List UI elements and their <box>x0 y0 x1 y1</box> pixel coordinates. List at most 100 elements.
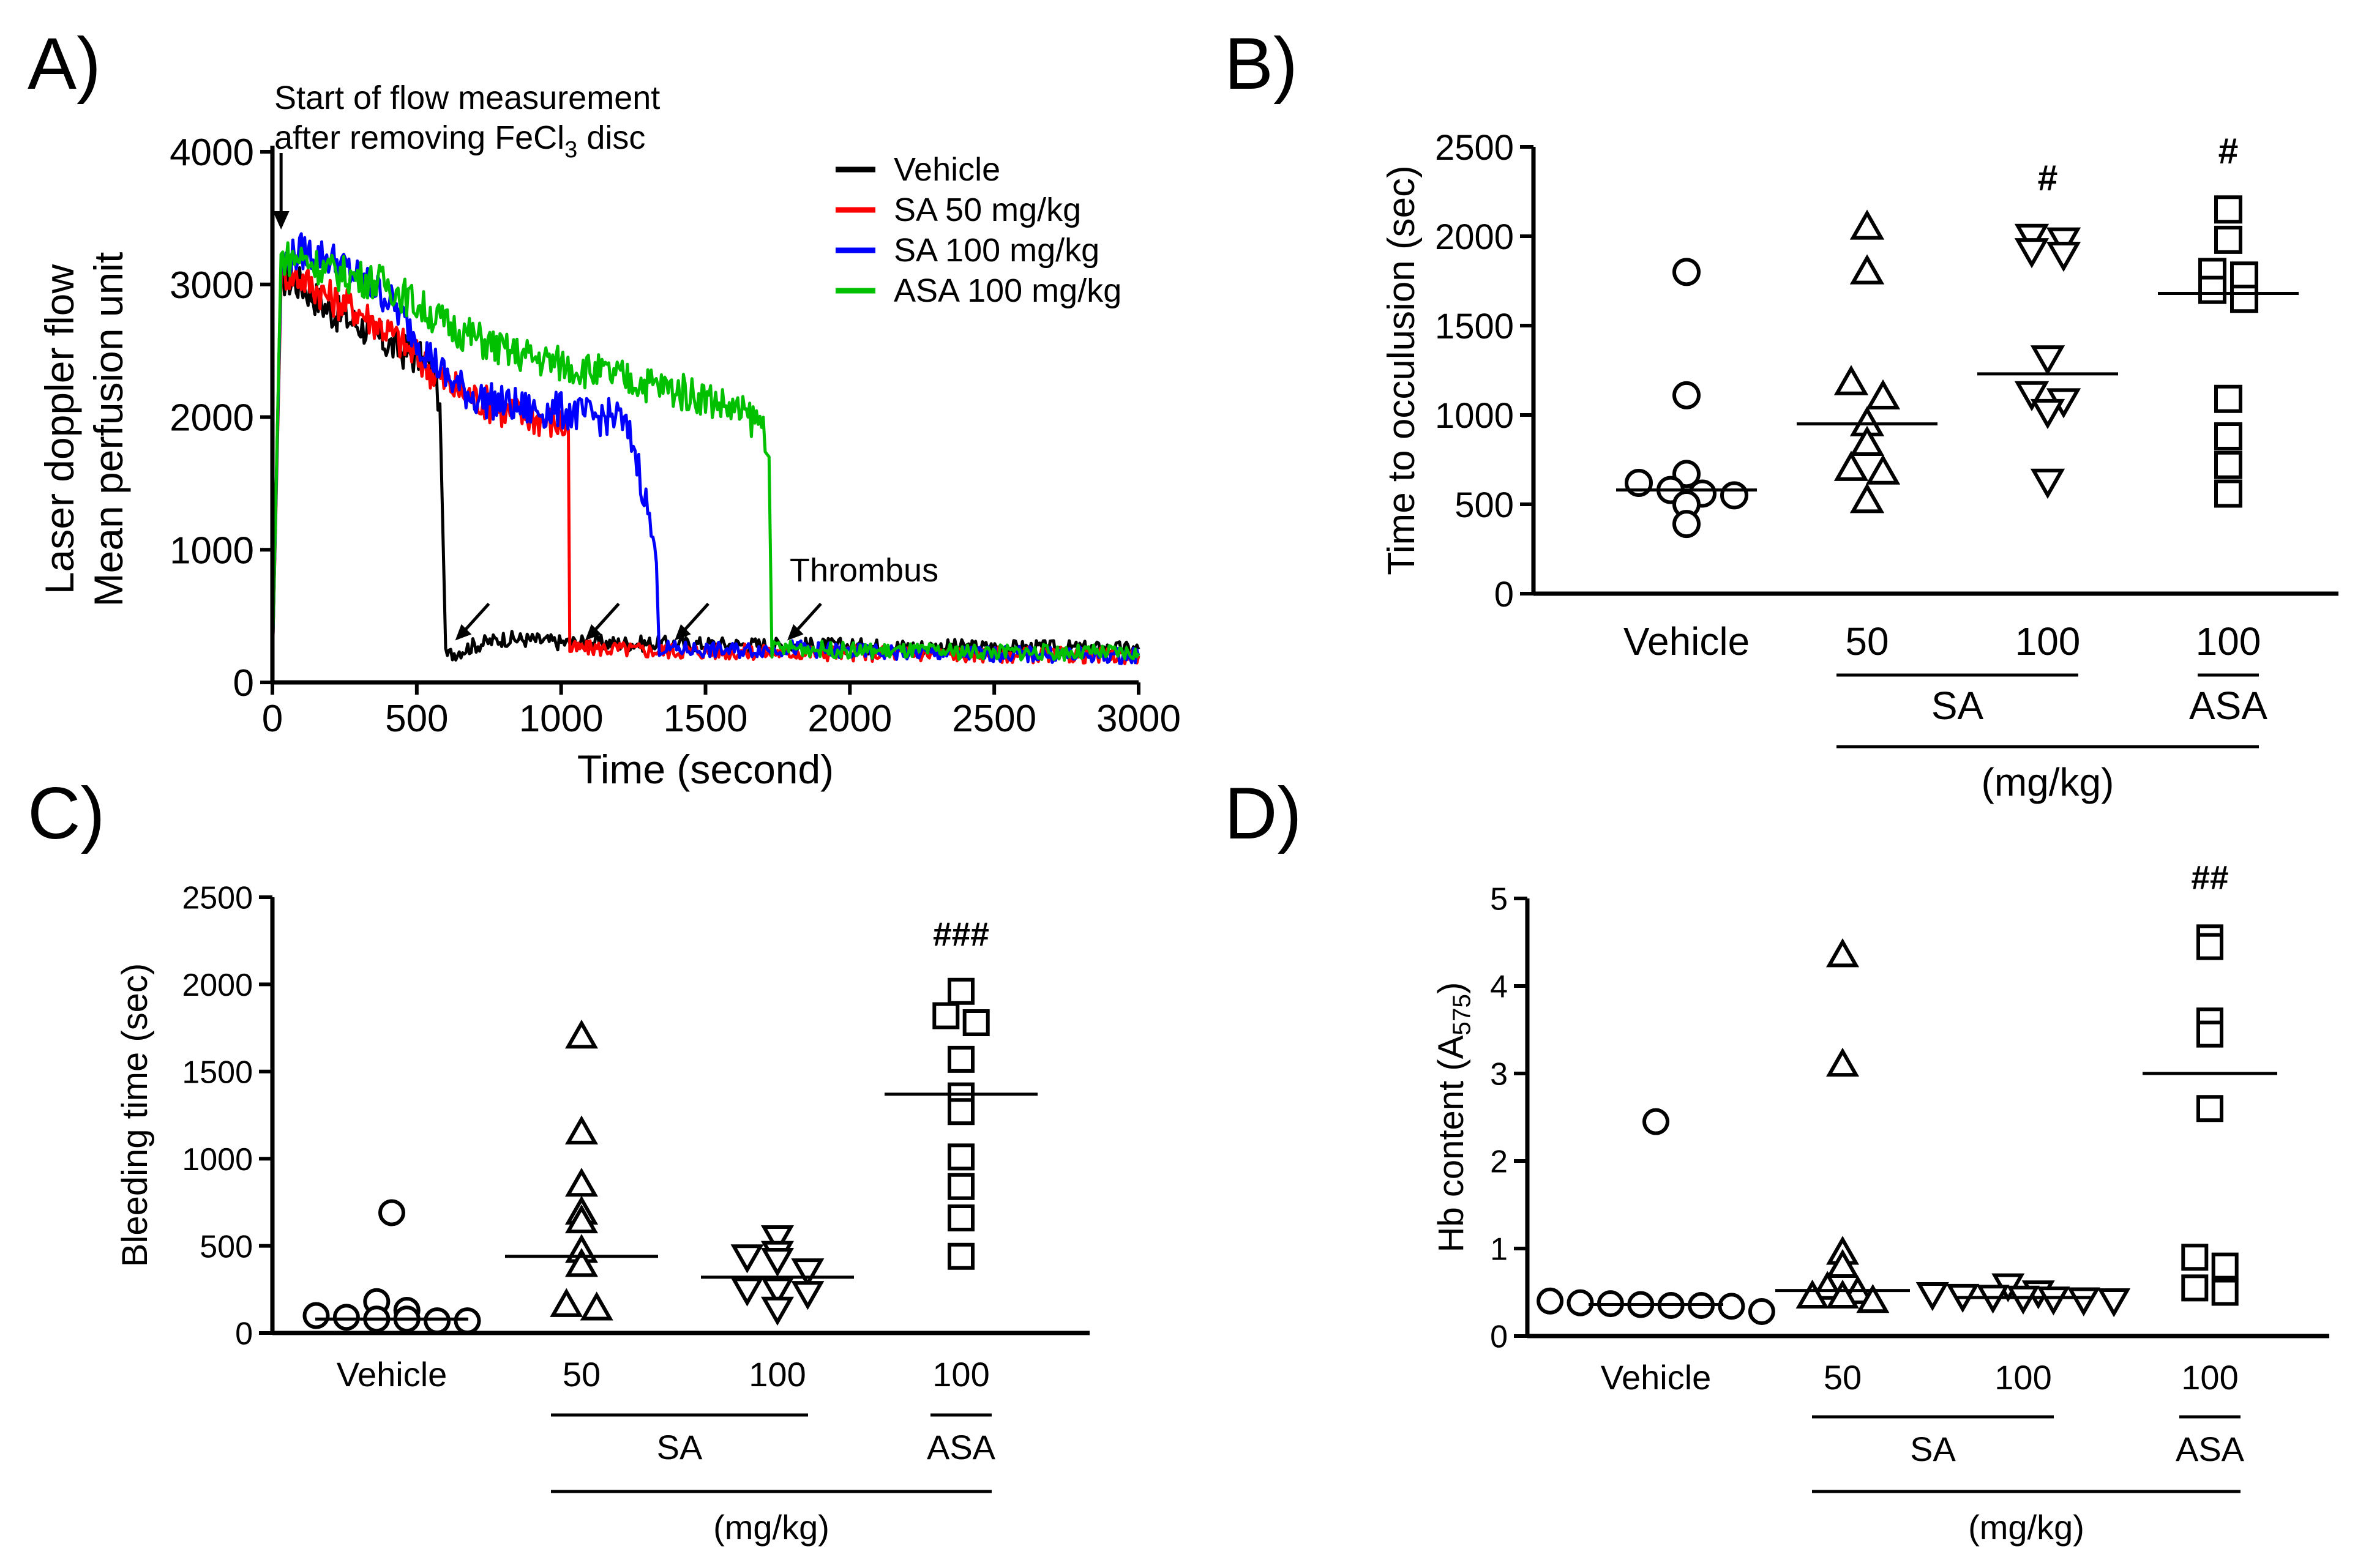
data-point-triangle-down <box>2006 1285 2040 1315</box>
y-tick-label: 4000 <box>170 132 254 174</box>
series-line-2 <box>271 232 1140 665</box>
data-point-circle <box>1672 381 1701 409</box>
data-point-square <box>948 1242 975 1270</box>
y-axis-label-line1: Laser doppler flow <box>37 264 82 595</box>
annotation-suffix: disc <box>577 119 645 156</box>
y-tick-label: 3000 <box>170 264 254 307</box>
panel-label-b: B) <box>1224 23 1298 105</box>
data-point-square <box>2214 450 2242 479</box>
y-tick-label: 2000 <box>170 397 254 439</box>
data-point-triangle-up <box>564 1168 599 1197</box>
data-point-triangle-up <box>1849 483 1885 513</box>
data-point-square <box>948 1204 975 1232</box>
y-tick-label: 2500 <box>182 881 253 916</box>
data-point-triangle-down <box>2046 241 2081 272</box>
thrombus-arrow-head-1 <box>585 624 602 641</box>
legend-label-0: Vehicle <box>894 151 1000 188</box>
data-point-triangle-down <box>760 1248 795 1277</box>
data-point-square <box>2214 384 2242 413</box>
x-tick-label: 0 <box>262 698 283 740</box>
y-axis-label-group: Hb content (A575) <box>1431 982 1476 1253</box>
data-point-triangle-up <box>1795 1279 1829 1309</box>
data-point-triangle-down <box>2014 238 2050 269</box>
y-tick-label: 5 <box>1490 882 1508 917</box>
data-point-triangle-up <box>564 1248 599 1277</box>
category-label: 50 <box>563 1355 601 1394</box>
data-point-triangle-down <box>760 1296 795 1326</box>
y-tick-label: 1500 <box>182 1055 253 1091</box>
data-point-circle <box>1537 1287 1564 1315</box>
data-point-triangle-down <box>2030 345 2065 376</box>
data-point-triangle-down <box>2030 468 2065 499</box>
legend-label-3: ASA 100 mg/kg <box>894 272 1121 309</box>
data-point-square <box>2181 1274 2209 1302</box>
data-point-triangle-down <box>730 1277 764 1307</box>
data-point-square <box>2214 225 2242 254</box>
y-tick-label: 0 <box>1490 1320 1508 1355</box>
y-axis-label-line2: Mean perfusion unit <box>86 252 131 607</box>
category-label: 100 <box>2015 619 2081 663</box>
panel-b: B) 0 500 1000 1500 2000 2500 Time to occulusion… <box>1224 23 2338 804</box>
x-tick-label: 1000 <box>519 698 604 740</box>
data-point-triangle-down <box>2014 381 2050 412</box>
x-tick-label: 2000 <box>807 698 892 740</box>
data-point-circle <box>454 1307 481 1335</box>
legend-label-2: SA 100 mg/kg <box>894 232 1099 269</box>
data-point-triangle-up <box>1849 209 1885 240</box>
data-point-triangle-up <box>564 1204 599 1234</box>
panel-a: A) 0 1000 2000 3000 4000 0 500 1000 1500 2000 2500 3… <box>28 23 1181 792</box>
unit-label: (mg/kg) <box>1968 1508 2084 1547</box>
data-point-triangle-up <box>1833 450 1869 481</box>
x-tick-label: 3000 <box>1096 698 1181 740</box>
category-label: Vehicle <box>1623 619 1750 663</box>
significance-marker: ### <box>933 915 989 953</box>
panel-label-a: A) <box>28 23 101 105</box>
data-point-triangle-down <box>2014 223 2050 255</box>
data-point-triangle-down <box>760 1277 795 1307</box>
y-axis-label-subscript: 575 <box>1448 994 1476 1036</box>
data-point-triangle-up <box>1865 379 1901 410</box>
data-point-square <box>932 1002 960 1029</box>
panel-label-d: D) <box>1224 772 1302 854</box>
significance-marker: # <box>2038 159 2058 198</box>
data-point-square <box>948 1098 975 1126</box>
y-tick-label: 0 <box>1494 575 1514 614</box>
category-label: 100 <box>2181 1358 2238 1397</box>
y-tick-label: 1 <box>1490 1232 1508 1267</box>
group-label: SA <box>1931 684 1984 728</box>
data-point-triangle-down <box>2067 1287 2100 1316</box>
data-point-square <box>948 1045 975 1073</box>
data-point-square <box>2181 1244 2209 1271</box>
data-point-triangle-down <box>2037 1286 2070 1316</box>
data-point-triangle-up <box>564 1115 599 1144</box>
data-point-triangle-up <box>1849 425 1885 456</box>
y-axis-label: Time to occulusion (sec) <box>1380 165 1423 575</box>
category-label: Vehicle <box>1601 1358 1712 1397</box>
y-axis-label-group: Time to occulusion (sec) <box>1380 165 1423 575</box>
y-axis-label: Hb content (A575) <box>1431 982 1476 1253</box>
group-label: ASA <box>2176 1430 2245 1468</box>
data-point-circle <box>378 1199 405 1226</box>
y-tick-label: 500 <box>200 1229 253 1264</box>
data-point-triangle-up <box>1811 1271 1844 1300</box>
category-label: 100 <box>1994 1358 2051 1397</box>
thrombus-arrow-head-3 <box>787 624 804 641</box>
data-point-square <box>2198 275 2226 304</box>
data-point-square <box>2230 285 2258 313</box>
significance-marker: ## <box>2191 858 2228 896</box>
category-label: 100 <box>749 1355 806 1394</box>
y-tick-label: 2500 <box>1435 128 1514 168</box>
category-label: 100 <box>2196 619 2261 663</box>
y-tick-label: 500 <box>1454 485 1514 525</box>
data-point-triangle-up <box>580 1291 613 1321</box>
data-point-triangle-up <box>564 1019 599 1049</box>
category-label: Vehicle <box>337 1355 447 1394</box>
data-point-square <box>2211 1252 2239 1280</box>
data-point-circle <box>1748 1297 1775 1325</box>
data-point-square <box>2196 1020 2223 1048</box>
group-label: SA <box>1910 1430 1956 1468</box>
group-label: SA <box>657 1428 703 1466</box>
y-tick-label: 1500 <box>1435 307 1514 346</box>
series-line-0 <box>271 261 1140 663</box>
